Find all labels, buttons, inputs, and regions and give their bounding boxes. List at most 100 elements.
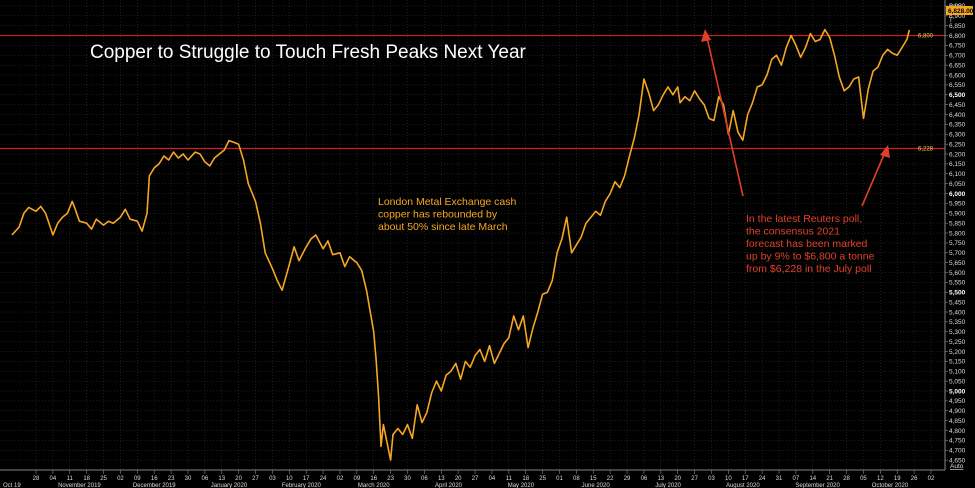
- x-tick-label: 31: [776, 476, 783, 482]
- x-tick-label: 20: [455, 476, 462, 482]
- y-tick-label: 5,050: [949, 378, 966, 385]
- x-tick-label: 13: [438, 476, 445, 482]
- x-tick-label: 24: [320, 476, 327, 482]
- x-tick-label: 16: [151, 476, 158, 482]
- arrow-to-6800-line: [705, 32, 744, 197]
- x-month-label: October 2020: [872, 483, 909, 488]
- y-axis-unit-label: Auto: [950, 463, 964, 470]
- x-tick-label: 22: [607, 476, 614, 482]
- x-tick-label: 20: [235, 476, 242, 482]
- x-tick-label: 25: [100, 476, 107, 482]
- x-month-label: April 2020: [435, 483, 463, 488]
- x-tick-label: 19: [894, 476, 901, 482]
- x-tick-label: 28: [843, 476, 850, 482]
- y-tick-label: 6,700: [949, 53, 966, 60]
- x-axis-months: Oct 19 November 2019 December 2019 January …: [3, 483, 909, 488]
- reference-lines: 6,800 6,228: [0, 34, 945, 153]
- x-month-label: July 2020: [655, 483, 681, 488]
- x-tick-label: 10: [286, 476, 293, 482]
- x-month-label: March 2020: [358, 483, 390, 488]
- y-tick-label: 6,350: [949, 122, 966, 129]
- x-tick-label: 27: [472, 476, 479, 482]
- x-tick-label: 26: [911, 476, 918, 482]
- annotation-line: from $6,228 in the July poll: [746, 263, 872, 275]
- annotation-line: forecast has been marked: [746, 238, 868, 250]
- x-month-label: November 2019: [58, 483, 101, 488]
- y-tick-label: 4,950: [949, 398, 966, 405]
- x-month-label: June 2020: [582, 483, 611, 488]
- y-tick-label: 5,100: [949, 369, 966, 376]
- y-tick-label: 6,550: [949, 82, 966, 89]
- y-tick-label: 4,650: [949, 457, 966, 464]
- x-tick-label: 27: [252, 476, 259, 482]
- arrow-head-up-icon: [701, 29, 711, 42]
- y-tick-label: 6,050: [949, 181, 966, 188]
- x-tick-label: 02: [337, 476, 344, 482]
- x-tick-label: 16: [370, 476, 377, 482]
- annotation-line: In the latest Reuters poll,: [746, 213, 862, 225]
- x-tick-label: 06: [202, 476, 209, 482]
- arrow-to-6228-line: [861, 149, 887, 207]
- y-tick-label: 6,400: [949, 112, 966, 119]
- last-value-label: 6,828.00: [948, 8, 974, 15]
- y-tick-label: 6,450: [949, 102, 966, 109]
- x-tick-label: 05: [860, 476, 867, 482]
- y-axis-ticks: 4,650 4,700 4,750 4,800 4,850 4,900 4,950 5,000…: [945, 3, 966, 464]
- y-tick-label: 5,700: [949, 250, 966, 257]
- x-tick-label: 28: [33, 476, 40, 482]
- x-month-label: January 2020: [211, 483, 248, 488]
- x-tick-label: 30: [185, 476, 192, 482]
- x-tick-label: 09: [354, 476, 361, 482]
- annotation-line: up by 9% to $6,800 a tonne: [746, 251, 875, 263]
- x-tick-label: 10: [725, 476, 732, 482]
- y-tick-label: 6,800: [949, 33, 966, 40]
- x-tick-label: 29: [624, 476, 631, 482]
- x-month-label: September 2020: [795, 483, 840, 488]
- x-tick-label: 06: [421, 476, 428, 482]
- y-tick-label: 6,000: [949, 191, 966, 198]
- y-tick-label: 5,650: [949, 260, 966, 267]
- y-tick-label: 5,450: [949, 299, 966, 306]
- y-tick-label: 6,300: [949, 132, 966, 139]
- x-month-label: August 2020: [726, 483, 760, 488]
- x-tick-label: 14: [809, 476, 816, 482]
- copper-price-line: [11, 28, 911, 461]
- x-tick-label: 27: [691, 476, 698, 482]
- y-tick-label: 5,000: [949, 388, 966, 395]
- x-tick-label: 21: [826, 476, 833, 482]
- x-tick-label: 07: [793, 476, 800, 482]
- y-tick-label: 4,800: [949, 428, 966, 435]
- y-tick-label: 6,600: [949, 72, 966, 79]
- x-month-label: May 2020: [508, 483, 535, 488]
- annotation-line: copper has rebounded by: [378, 209, 498, 221]
- reference-label: 6,228: [918, 147, 934, 153]
- x-tick-label: 03: [269, 476, 276, 482]
- y-tick-label: 5,200: [949, 349, 966, 356]
- x-tick-label: 13: [657, 476, 664, 482]
- axis-header-t: T: [949, 18, 953, 24]
- x-tick-label: 06: [641, 476, 648, 482]
- y-tick-label: 6,200: [949, 151, 966, 158]
- x-tick-label: 23: [387, 476, 394, 482]
- annotation-line: London Metal Exchange cash: [378, 196, 517, 208]
- grid: [0, 0, 945, 470]
- y-tick-label: 6,150: [949, 161, 966, 168]
- y-tick-label: 4,900: [949, 408, 966, 415]
- y-tick-label: 5,850: [949, 220, 966, 227]
- x-tick-label: 02: [928, 476, 935, 482]
- y-tick-label: 4,700: [949, 448, 966, 455]
- y-tick-label: 4,750: [949, 438, 966, 445]
- x-tick-label: 20: [674, 476, 681, 482]
- x-tick-label: 17: [742, 476, 749, 482]
- chart-title: Copper to Struggle to Touch Fresh Peaks …: [90, 42, 527, 63]
- y-tick-label: 5,300: [949, 329, 966, 336]
- x-tick-label: 04: [489, 476, 496, 482]
- x-tick-label: 18: [83, 476, 90, 482]
- y-tick-label: 5,350: [949, 319, 966, 326]
- x-month-label: December 2019: [133, 483, 176, 488]
- x-axis-ticks: 28 04 11 18 25 02 09 16 23 30 06 13 20 27 03 10 17 24 02 09…: [33, 470, 935, 482]
- y-tick-label: 5,950: [949, 201, 966, 208]
